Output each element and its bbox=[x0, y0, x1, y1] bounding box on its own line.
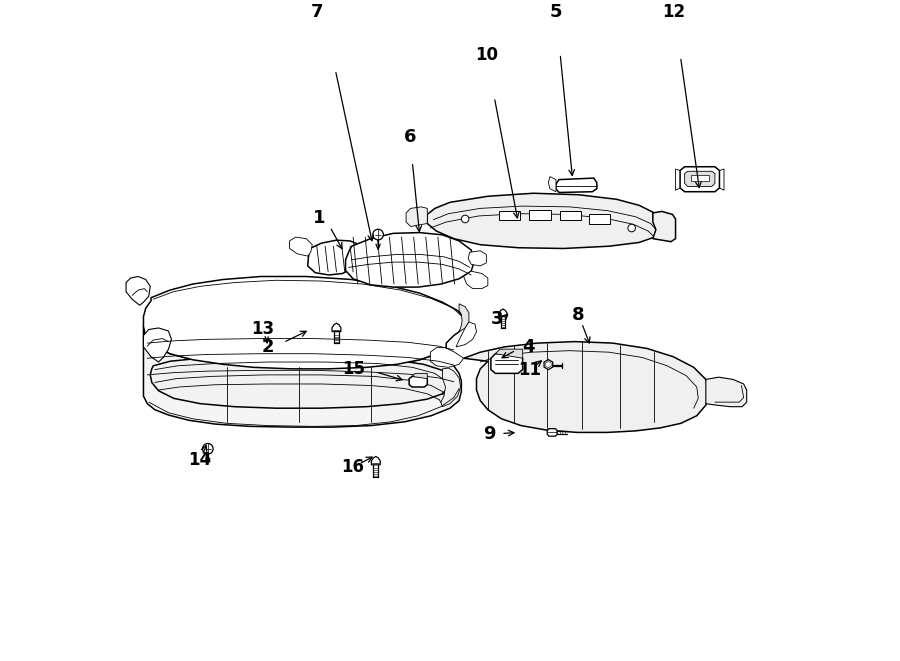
Polygon shape bbox=[428, 193, 662, 249]
Polygon shape bbox=[706, 377, 747, 407]
Bar bbox=[529, 210, 551, 219]
Text: 7: 7 bbox=[310, 3, 323, 20]
Text: 4: 4 bbox=[522, 338, 535, 356]
Text: 2: 2 bbox=[262, 338, 274, 356]
Polygon shape bbox=[290, 237, 312, 256]
Polygon shape bbox=[410, 376, 427, 387]
Polygon shape bbox=[143, 276, 465, 369]
Text: 15: 15 bbox=[342, 360, 365, 378]
Polygon shape bbox=[430, 348, 464, 368]
Polygon shape bbox=[346, 233, 474, 287]
Bar bbox=[690, 175, 709, 181]
Polygon shape bbox=[685, 171, 715, 186]
Polygon shape bbox=[332, 323, 341, 332]
Bar bbox=[589, 214, 609, 223]
Polygon shape bbox=[126, 276, 150, 305]
Polygon shape bbox=[308, 240, 365, 275]
Polygon shape bbox=[143, 327, 462, 427]
Text: 13: 13 bbox=[251, 321, 274, 338]
Polygon shape bbox=[547, 429, 557, 436]
Text: 5: 5 bbox=[550, 3, 562, 20]
Text: 14: 14 bbox=[189, 451, 212, 469]
Polygon shape bbox=[464, 342, 709, 432]
Polygon shape bbox=[556, 178, 597, 192]
Polygon shape bbox=[544, 360, 553, 369]
Circle shape bbox=[373, 229, 383, 240]
Circle shape bbox=[628, 224, 635, 232]
Polygon shape bbox=[495, 349, 523, 358]
Polygon shape bbox=[491, 354, 523, 373]
Polygon shape bbox=[459, 304, 469, 332]
Bar bbox=[560, 211, 580, 221]
Text: 16: 16 bbox=[342, 458, 364, 476]
Polygon shape bbox=[652, 212, 676, 242]
Polygon shape bbox=[545, 362, 551, 368]
Polygon shape bbox=[143, 328, 172, 362]
Polygon shape bbox=[150, 356, 448, 408]
Polygon shape bbox=[456, 322, 476, 347]
Polygon shape bbox=[499, 309, 507, 317]
Circle shape bbox=[202, 444, 213, 454]
Text: 10: 10 bbox=[475, 46, 498, 65]
Polygon shape bbox=[680, 167, 719, 192]
Text: 9: 9 bbox=[483, 425, 495, 443]
Text: 6: 6 bbox=[403, 128, 416, 146]
Polygon shape bbox=[406, 207, 428, 227]
Text: 1: 1 bbox=[312, 210, 325, 227]
Text: 3: 3 bbox=[491, 310, 503, 328]
Polygon shape bbox=[468, 251, 486, 266]
Polygon shape bbox=[548, 176, 556, 192]
Circle shape bbox=[462, 215, 469, 223]
Text: 11: 11 bbox=[518, 362, 541, 379]
Polygon shape bbox=[441, 368, 461, 407]
Polygon shape bbox=[412, 373, 427, 379]
Polygon shape bbox=[372, 457, 381, 465]
Bar bbox=[500, 211, 520, 221]
Polygon shape bbox=[464, 271, 488, 289]
Text: 12: 12 bbox=[662, 3, 686, 20]
Text: 8: 8 bbox=[572, 306, 585, 324]
